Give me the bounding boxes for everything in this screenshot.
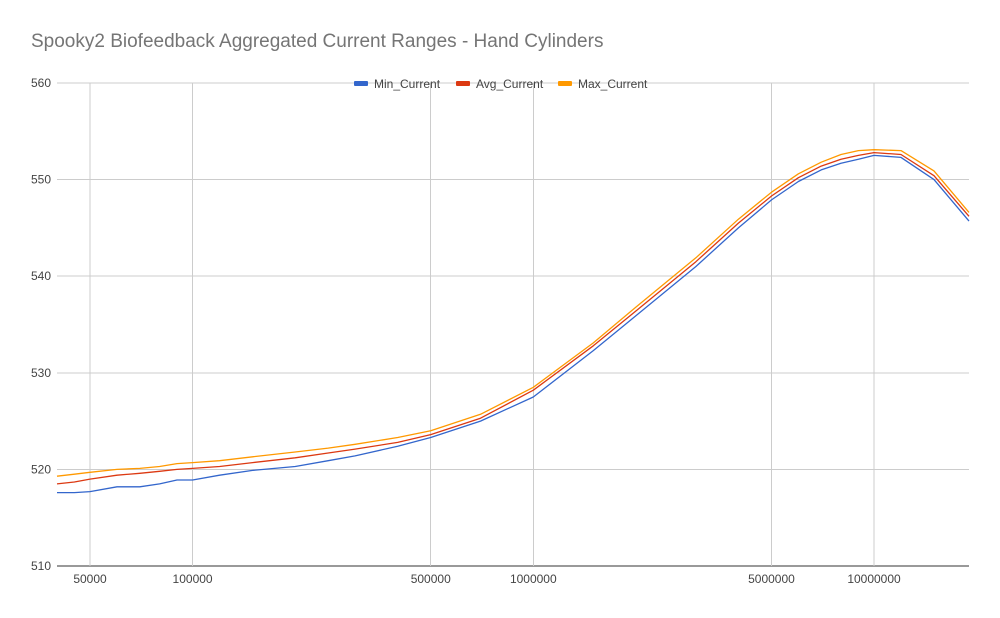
x-tick-label: 5000000 [748,572,795,586]
y-tick-label: 520 [31,462,51,476]
legend-label: Avg_Current [476,77,544,91]
y-tick-label: 560 [31,76,51,90]
x-tick-label: 100000 [173,572,213,586]
series-line-avg-current [56,151,970,485]
axis-layer: 510 520 530 540 550 560 50000 100000 500000 10000… [31,76,901,586]
y-tick-label: 510 [31,559,51,573]
series-line-max-current [56,149,970,477]
y-tick-label: 530 [31,366,51,380]
series-line-min-current [57,154,970,494]
legend-label: Max_Current [578,77,648,91]
legend-swatch [558,81,572,86]
x-tick-label: 500000 [411,572,451,586]
chart-title: Spooky2 Biofeedback Aggregated Current R… [31,31,604,52]
x-tick-label: 1000000 [510,572,557,586]
grid-layer [57,82,969,567]
series-layer [56,149,970,494]
legend: Min_Current Avg_Current Max_Current [354,77,648,91]
legend-swatch [456,81,470,86]
legend-label: Min_Current [374,77,441,91]
x-tick-label: 50000 [73,572,107,586]
legend-swatch [354,81,368,86]
x-tick-label: 10000000 [847,572,901,586]
y-tick-label: 550 [31,173,51,187]
y-tick-label: 540 [31,269,51,283]
